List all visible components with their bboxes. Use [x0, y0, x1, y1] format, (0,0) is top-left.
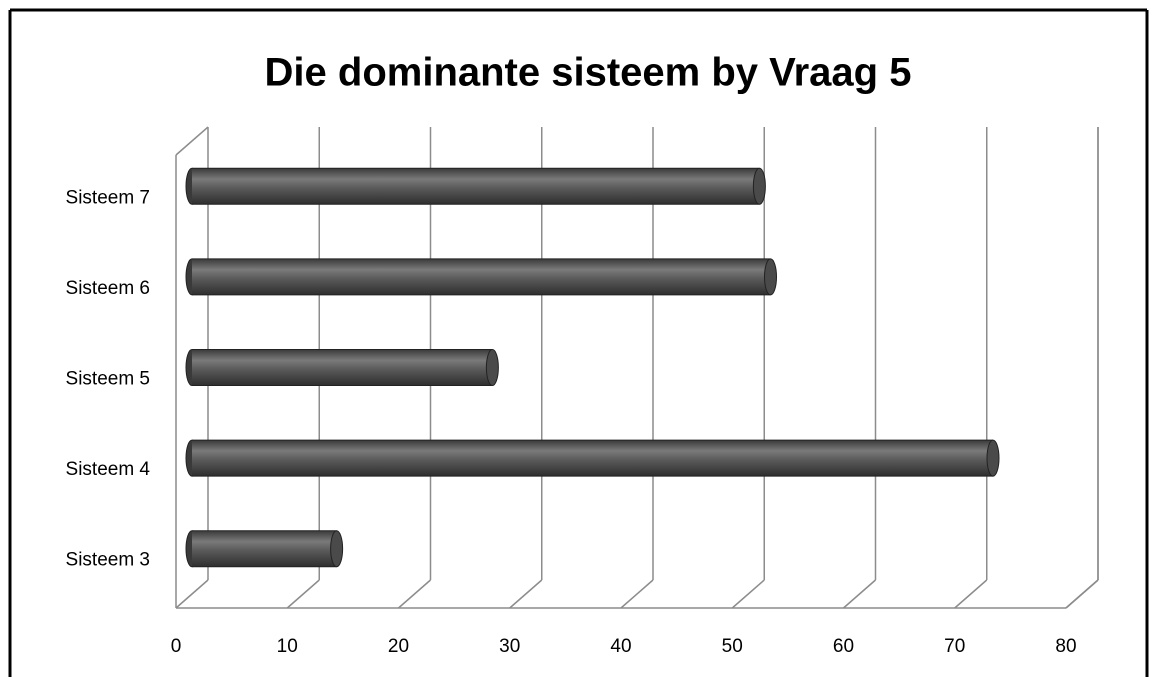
- bar: [185, 258, 777, 296]
- grid-line: [509, 579, 543, 609]
- x-tick-label: 40: [610, 636, 631, 657]
- y-tick-label: Sisteem 7: [66, 187, 150, 208]
- x-tick-label: 30: [499, 636, 520, 657]
- grid-line: [620, 579, 654, 609]
- grid-line: [286, 579, 320, 609]
- chart-title: Die dominante sisteem by Vraag 5: [265, 51, 912, 95]
- y-tick-label: Sisteem 6: [66, 278, 150, 299]
- x-tick-label: 70: [944, 636, 965, 657]
- bar: [185, 349, 499, 386]
- x-tick-label: 0: [171, 636, 182, 657]
- grid-line: [843, 579, 876, 609]
- y-tick-label: Sisteem 4: [66, 459, 151, 480]
- grid-line: [954, 579, 988, 609]
- axis-line: [175, 126, 209, 156]
- bar: [185, 530, 344, 568]
- x-tick-label: 20: [388, 636, 409, 657]
- grid-line: [731, 579, 765, 609]
- bar: [185, 167, 766, 205]
- x-tick-label: 50: [722, 636, 743, 657]
- bar: [185, 439, 1000, 477]
- y-tick-label: Sisteem 5: [66, 369, 150, 390]
- axis-line: [1065, 579, 1099, 609]
- x-tick-label: 60: [833, 636, 854, 657]
- x-tick-label: 10: [277, 636, 298, 657]
- y-tick-label: Sisteem 3: [66, 550, 150, 571]
- x-tick-label: 80: [1055, 636, 1076, 657]
- grid-line: [175, 579, 209, 609]
- grid-line: [398, 579, 431, 609]
